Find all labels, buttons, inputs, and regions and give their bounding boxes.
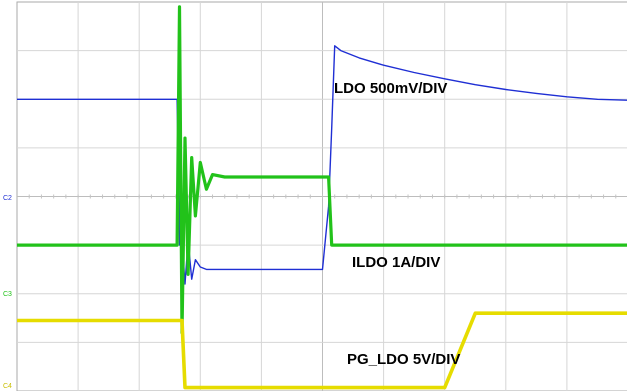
annotation-pg-ldo: PG_LDO 5V/DIV [347,351,460,368]
grid [17,2,627,391]
trace-1 [17,45,627,285]
channel-marker-c3: C3 [3,291,12,298]
channel-marker-c2: C2 [3,195,12,202]
annotation-ldo-voltage: LDO 500mV/DIV [334,80,447,97]
trace-3 [17,311,627,390]
traces [17,5,627,390]
trace-2 [17,5,627,335]
annotation-ldo-current: ILDO 1A/DIV [352,254,440,271]
channel-marker-c4: C4 [3,383,12,390]
